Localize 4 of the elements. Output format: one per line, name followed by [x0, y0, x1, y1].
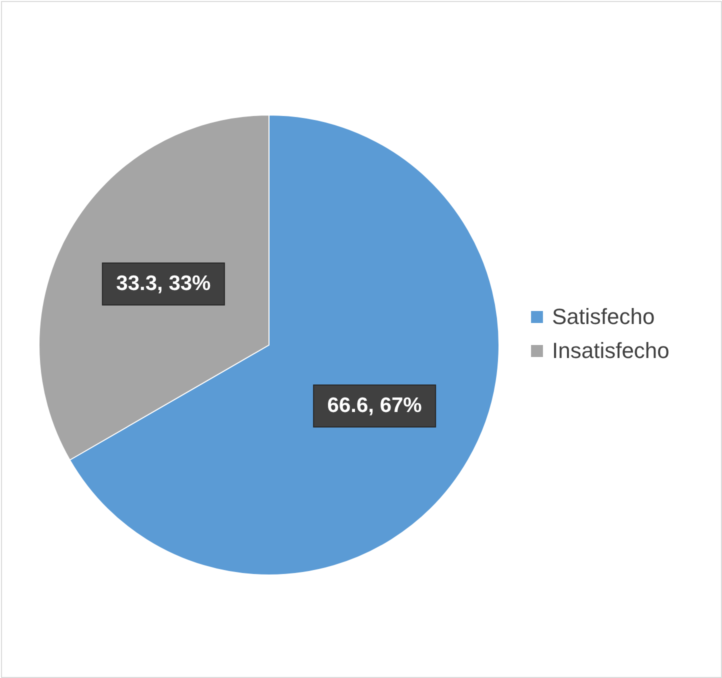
legend-label: Insatisfecho: [552, 338, 670, 363]
data-label: 66.6, 67%: [327, 394, 422, 417]
legend-label: Satisfecho: [552, 304, 655, 329]
data-label: 33.3, 33%: [116, 272, 212, 296]
